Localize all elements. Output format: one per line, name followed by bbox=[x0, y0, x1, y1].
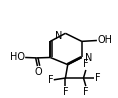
Text: F: F bbox=[95, 73, 100, 83]
Text: HO: HO bbox=[10, 52, 25, 62]
Text: N: N bbox=[55, 31, 63, 41]
Text: F: F bbox=[83, 87, 89, 97]
Text: F: F bbox=[63, 87, 68, 97]
Text: F: F bbox=[48, 75, 53, 85]
Text: F: F bbox=[83, 59, 89, 69]
Text: O: O bbox=[35, 67, 42, 77]
Text: N: N bbox=[85, 53, 92, 63]
Text: OH: OH bbox=[97, 35, 112, 45]
